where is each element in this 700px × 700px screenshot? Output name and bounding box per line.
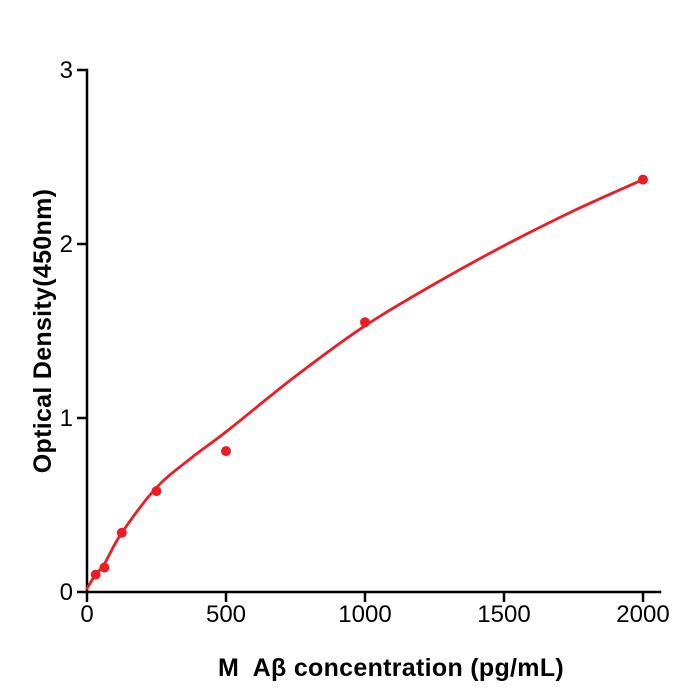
data-point bbox=[221, 446, 231, 457]
data-point bbox=[638, 174, 648, 185]
data-point bbox=[90, 569, 101, 580]
y-tick-label: 2 bbox=[60, 231, 73, 258]
x-tick-label: 500 bbox=[206, 601, 246, 628]
data-point bbox=[99, 562, 110, 573]
x-tick-label: 2000 bbox=[616, 601, 669, 628]
data-point bbox=[360, 317, 370, 328]
x-tick-label: 1500 bbox=[477, 601, 530, 628]
y-tick-label: 1 bbox=[60, 405, 73, 432]
x-tick-label: 0 bbox=[80, 601, 93, 628]
y-tick-label: 0 bbox=[60, 579, 73, 606]
x-axis-title: M Aβ concentration (pg/mL) bbox=[217, 654, 565, 682]
x-tick-label: 1000 bbox=[338, 601, 391, 628]
data-point bbox=[151, 486, 162, 497]
fitted-curve bbox=[85, 178, 645, 590]
data-point bbox=[116, 527, 127, 538]
y-axis-title: Optical Density(450nm) bbox=[29, 188, 57, 474]
y-tick-label: 3 bbox=[60, 57, 73, 84]
